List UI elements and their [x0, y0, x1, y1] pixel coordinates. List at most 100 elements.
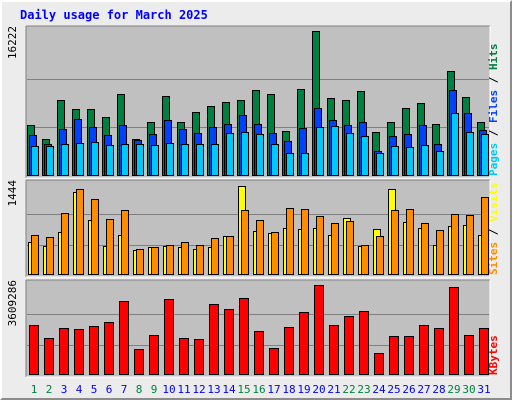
x-tick-label: 3: [61, 383, 68, 396]
x-tick-label: 13: [207, 383, 220, 396]
bar-kbytes-24: [374, 353, 384, 375]
bar-sites-9: [151, 247, 159, 275]
axis-label-separator: /: [487, 70, 500, 90]
bar-kbytes-21: [329, 325, 339, 375]
bar-pages-2: [46, 146, 54, 176]
axis-label-part: Files: [487, 90, 500, 123]
bar-pages-28: [436, 151, 444, 176]
x-tick-label: 16: [252, 383, 265, 396]
x-tick-label: 27: [417, 383, 430, 396]
bar-sites-13: [211, 238, 219, 275]
bar-kbytes-15: [239, 298, 249, 375]
x-tick-label: 31: [477, 383, 490, 396]
x-tick-label: 22: [342, 383, 355, 396]
bar-sites-2: [46, 237, 54, 275]
axis-label-separator: /: [487, 222, 500, 242]
x-tick-label: 21: [327, 383, 340, 396]
bar-pages-8: [136, 144, 144, 176]
bar-pages-27: [421, 145, 429, 176]
bar-sites-10: [166, 245, 174, 275]
axis-label-part: Hits: [487, 44, 500, 71]
bar-pages-23: [361, 136, 369, 176]
bar-sites-28: [436, 230, 444, 275]
axis-label-separator: /: [487, 123, 500, 143]
x-tick-label: 4: [76, 383, 83, 396]
bar-sites-14: [226, 236, 234, 275]
bar-sites-8: [136, 249, 144, 275]
bar-kbytes-31: [479, 328, 489, 375]
bar-sites-6: [106, 219, 114, 275]
x-tick-label: 7: [121, 383, 128, 396]
bar-kbytes-1: [29, 325, 39, 375]
bar-pages-30: [466, 132, 474, 176]
chart-title: Daily usage for March 2025: [20, 8, 208, 22]
bar-kbytes-6: [104, 322, 114, 375]
bar-sites-3: [61, 213, 69, 275]
bar-kbytes-13: [209, 304, 219, 375]
x-tick-label: 30: [462, 383, 475, 396]
bar-sites-26: [406, 209, 414, 275]
axis-label-part: Sites: [487, 242, 500, 275]
axis-label-right: KBytes: [487, 335, 500, 375]
bar-sites-4: [76, 189, 84, 275]
bar-kbytes-5: [89, 326, 99, 375]
bar-pages-31: [481, 134, 489, 176]
bar-sites-22: [346, 221, 354, 275]
bar-pages-1: [31, 146, 39, 176]
bar-kbytes-30: [464, 335, 474, 375]
y-max-label: 16222: [6, 26, 19, 59]
bar-pages-3: [61, 144, 69, 176]
bar-sites-5: [91, 199, 99, 275]
bar-kbytes-25: [389, 336, 399, 375]
bar-kbytes-29: [449, 287, 459, 375]
bar-sites-31: [481, 197, 489, 275]
bar-sites-23: [361, 245, 369, 275]
panel-kbytes: 3609286 KBytes: [6, 279, 500, 378]
bar-kbytes-16: [254, 331, 264, 375]
x-tick-label: 28: [432, 383, 445, 396]
series-pages: [31, 113, 489, 176]
bar-kbytes-3: [59, 328, 69, 375]
bar-pages-5: [91, 142, 99, 176]
x-tick-label: 19: [297, 383, 310, 396]
bar-kbytes-11: [179, 338, 189, 375]
bar-pages-17: [271, 144, 279, 176]
axis-label-part: Pages: [487, 143, 500, 176]
bar-pages-18: [286, 153, 294, 176]
bar-pages-21: [331, 126, 339, 176]
bar-pages-25: [391, 146, 399, 176]
bar-sites-7: [121, 210, 129, 275]
x-tick-label: 2: [46, 383, 53, 396]
panel-hits-files-pages: 16222 Pages / Files / Hits: [6, 25, 500, 179]
x-tick-label: 5: [91, 383, 98, 396]
bar-sites-30: [466, 215, 474, 275]
bar-sites-18: [286, 208, 294, 275]
bar-pages-26: [406, 147, 414, 176]
panel-visits-sites: 1444 Sites / Visits: [6, 179, 500, 278]
bar-sites-15: [241, 210, 249, 275]
y-max-label: 3609286: [6, 280, 19, 326]
bar-pages-12: [196, 144, 204, 176]
bar-sites-25: [391, 210, 399, 275]
bar-kbytes-19: [299, 312, 309, 375]
bar-sites-20: [316, 216, 324, 275]
bar-sites-21: [331, 223, 339, 275]
x-tick-label: 29: [447, 383, 460, 396]
bar-kbytes-18: [284, 327, 294, 375]
bar-pages-16: [256, 134, 264, 176]
bar-pages-24: [376, 153, 384, 176]
bar-kbytes-10: [164, 299, 174, 375]
bar-pages-15: [241, 132, 249, 176]
x-tick-label: 8: [136, 383, 143, 396]
bar-kbytes-14: [224, 309, 234, 375]
bar-pages-29: [451, 113, 459, 176]
bar-pages-9: [151, 145, 159, 176]
axis-label-right: Pages / Files / Hits: [487, 44, 500, 177]
series-sites: [31, 189, 489, 275]
series-kbytes: [29, 285, 489, 375]
axis-label-right: Sites / Visits: [487, 182, 500, 275]
bar-kbytes-28: [434, 328, 444, 375]
bar-kbytes-27: [419, 325, 429, 375]
axis-label-part: Visits: [487, 182, 500, 222]
